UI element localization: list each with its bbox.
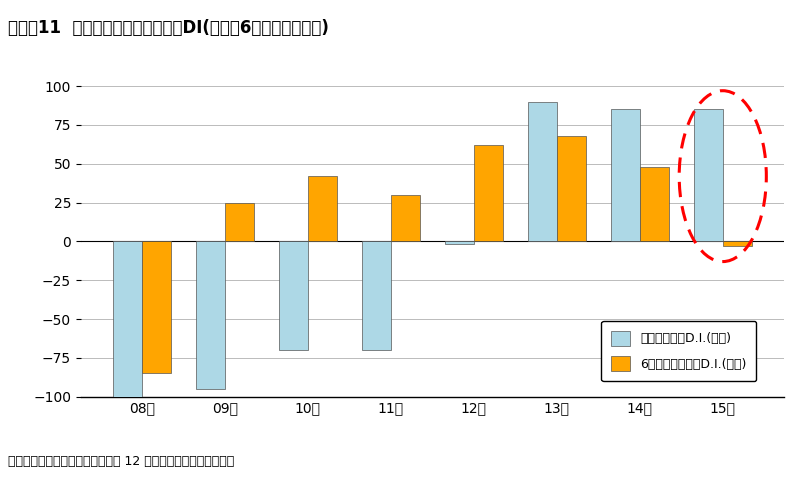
Bar: [444, 241, 473, 245]
Bar: [557, 136, 586, 241]
Bar: [694, 109, 723, 241]
Bar: [279, 241, 308, 350]
Bar: [225, 203, 254, 241]
Bar: [640, 167, 669, 241]
Bar: [391, 195, 420, 241]
Bar: [113, 241, 141, 397]
Text: （出所）ニッセイ基礎研究所「第 12 回不動産市況アンケート」: （出所）ニッセイ基礎研究所「第 12 回不動産市況アンケート」: [8, 456, 234, 468]
Bar: [528, 102, 557, 241]
Bar: [308, 176, 337, 241]
Legend: 現在の景況感D.I.(左軸), 6ケ月後の景況感D.I.(左軸): 現在の景況感D.I.(左軸), 6ケ月後の景況感D.I.(左軸): [601, 321, 756, 381]
Bar: [196, 241, 225, 389]
Bar: [473, 145, 503, 241]
Bar: [723, 241, 751, 246]
Bar: [362, 241, 391, 350]
Text: 図表－11  不動産投資市場の景況感DI(現況、6ヵ月後の見通し): 図表－11 不動産投資市場の景況感DI(現況、6ヵ月後の見通し): [8, 19, 329, 37]
Bar: [611, 109, 640, 241]
Bar: [141, 241, 170, 373]
